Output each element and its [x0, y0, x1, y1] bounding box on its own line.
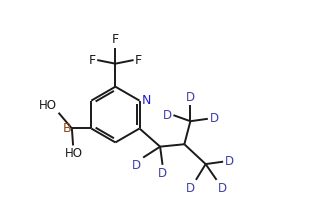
Text: HO: HO: [65, 147, 83, 160]
Text: F: F: [135, 54, 142, 67]
Text: D: D: [162, 109, 172, 122]
Text: D: D: [225, 155, 234, 168]
Text: N: N: [142, 94, 151, 107]
Text: HO: HO: [39, 99, 57, 112]
Text: D: D: [218, 182, 227, 195]
Text: F: F: [89, 54, 96, 67]
Text: D: D: [158, 167, 167, 180]
Text: D: D: [210, 112, 219, 125]
Text: B: B: [62, 122, 71, 135]
Text: D: D: [186, 90, 195, 104]
Text: D: D: [186, 182, 195, 195]
Text: F: F: [112, 33, 119, 46]
Text: D: D: [132, 159, 142, 172]
